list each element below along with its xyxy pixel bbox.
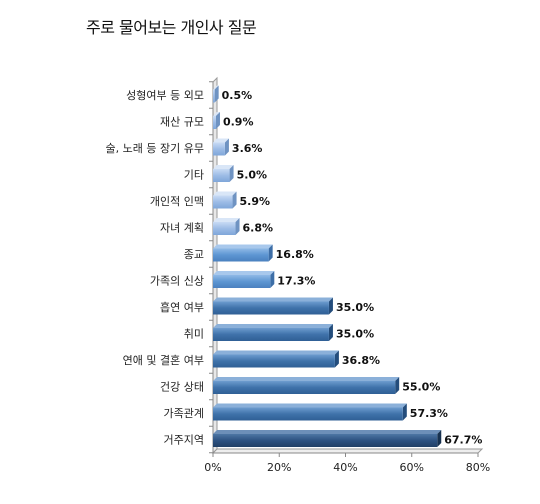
bar-top	[213, 350, 339, 355]
data-label: 0.5%	[222, 89, 253, 102]
category-label: 개인적 인맥	[150, 195, 204, 208]
bar-top	[213, 218, 240, 222]
bar	[213, 169, 230, 182]
category-label: 기타	[184, 169, 204, 182]
bar	[213, 407, 403, 421]
data-label: 3.6%	[232, 142, 263, 155]
data-label: 35.0%	[336, 328, 374, 341]
bar	[213, 354, 335, 368]
bar-end	[402, 403, 407, 421]
bar	[213, 142, 225, 156]
x-axis-floor	[211, 448, 484, 454]
category-label: 재산 규모	[160, 116, 204, 129]
bar	[213, 434, 438, 447]
category-label: 연애 및 결혼 여부	[123, 354, 204, 367]
category-label: 가족관계	[164, 407, 204, 420]
bar-end	[215, 112, 220, 129]
bar-end	[235, 218, 240, 235]
bar-top	[213, 191, 237, 196]
bar-end	[224, 138, 229, 156]
data-label: 5.9%	[240, 195, 271, 208]
category-label: 거주지역	[164, 434, 204, 447]
bar-top	[213, 297, 333, 302]
bar	[213, 248, 269, 262]
data-label: 35.0%	[336, 301, 374, 314]
data-label: 36.8%	[342, 354, 380, 367]
category-label: 자녀 계획	[160, 222, 204, 235]
bar	[213, 381, 396, 394]
bar-end	[328, 297, 333, 315]
bar-top	[213, 377, 400, 381]
bar	[213, 89, 215, 103]
data-label: 57.3%	[410, 407, 448, 420]
bar-top	[213, 165, 234, 169]
plot-area: 0% 20% 40% 60% 80% 성형여부 등 외모 0.5% 재산 규모 0.9% 술, 노…	[106, 76, 490, 474]
category-label: 술, 노래 등 장기 유무	[106, 142, 204, 155]
x-tick-label: 60%	[400, 461, 424, 474]
bar	[213, 195, 233, 209]
bar-end	[229, 165, 234, 182]
bar	[213, 328, 329, 341]
data-label: 16.8%	[276, 248, 314, 261]
bar-top	[213, 403, 407, 408]
bar-end	[437, 430, 442, 447]
y-axis-wall	[212, 76, 218, 455]
bar	[213, 222, 236, 235]
bar-end	[328, 324, 333, 341]
bar	[213, 275, 271, 288]
data-label: 17.3%	[277, 275, 315, 288]
bar-end	[232, 191, 237, 209]
bar-end	[268, 244, 273, 262]
category-label: 건강 상태	[160, 381, 204, 394]
data-label: 67.7%	[444, 434, 482, 447]
bar-end	[214, 85, 219, 103]
data-label: 5.0%	[237, 169, 268, 182]
bar-end	[270, 271, 275, 288]
data-label: 6.8%	[243, 222, 274, 235]
bar	[213, 116, 216, 129]
bar-end	[395, 377, 400, 394]
bar-top	[213, 138, 229, 143]
bar-top	[213, 430, 442, 434]
category-label: 가족의 신상	[150, 275, 204, 288]
category-label: 흡연 여부	[160, 300, 204, 314]
x-tick-label: 20%	[267, 461, 291, 474]
chart-title: 주로 물어보는 개인사 질문	[86, 18, 257, 37]
bar-top	[213, 244, 273, 249]
data-label: 0.9%	[223, 116, 254, 129]
bar-top	[213, 271, 275, 275]
bar-top	[213, 112, 220, 116]
data-label: 55.0%	[402, 381, 440, 394]
x-tick-label: 80%	[466, 461, 490, 474]
x-tick-label: 40%	[333, 461, 357, 474]
category-label: 취미	[184, 328, 204, 341]
bar-top	[213, 85, 219, 90]
bar-top	[213, 324, 333, 328]
bar-end	[334, 350, 339, 368]
x-tick-label: 0%	[204, 461, 221, 474]
category-label: 종교	[184, 248, 204, 261]
bar	[213, 301, 329, 315]
category-label: 성형여부 등 외모	[126, 89, 204, 102]
